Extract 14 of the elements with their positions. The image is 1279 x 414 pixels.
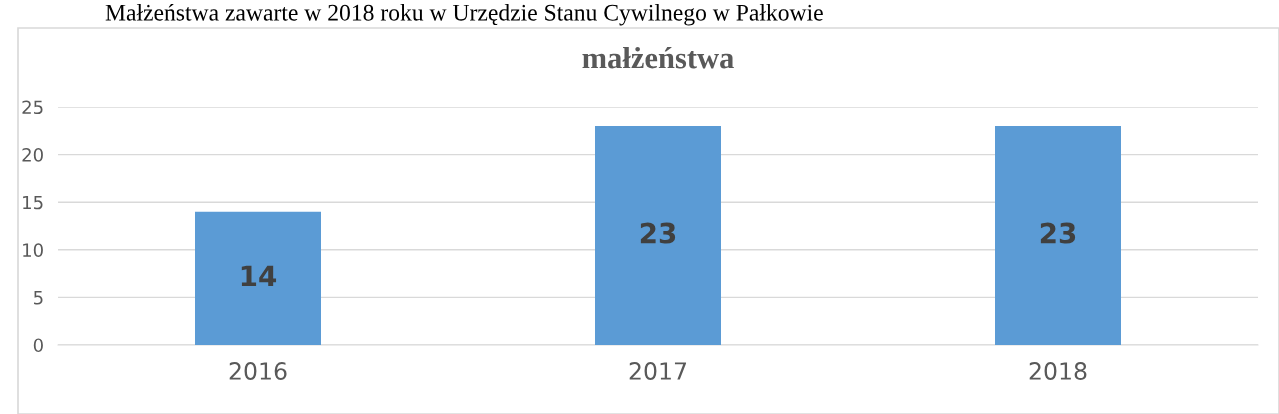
y-tick-label: 0 — [33, 338, 43, 353]
data-label: 23 — [640, 222, 676, 244]
x-tick-label: 2017 — [629, 362, 687, 380]
text: Małżeństwa zawarte w 2018 roku w Urzędzie Stanu Cywilnego w Pałkowie — [105, 4, 823, 26]
x-tick-label: 2016 — [229, 362, 287, 380]
x-tick-label: 2018 — [1029, 362, 1087, 380]
chart-title: małżeństwa — [582, 46, 734, 69]
data-label: 23 — [1040, 222, 1076, 244]
data-label: 14 — [241, 265, 277, 287]
y-tick-label: 5 — [34, 291, 43, 305]
y-tick-label: 15 — [23, 195, 43, 210]
y-tick-label: 20 — [22, 148, 43, 162]
y-tick-label: 10 — [23, 243, 43, 257]
y-tick-label: 25 — [22, 100, 43, 115]
